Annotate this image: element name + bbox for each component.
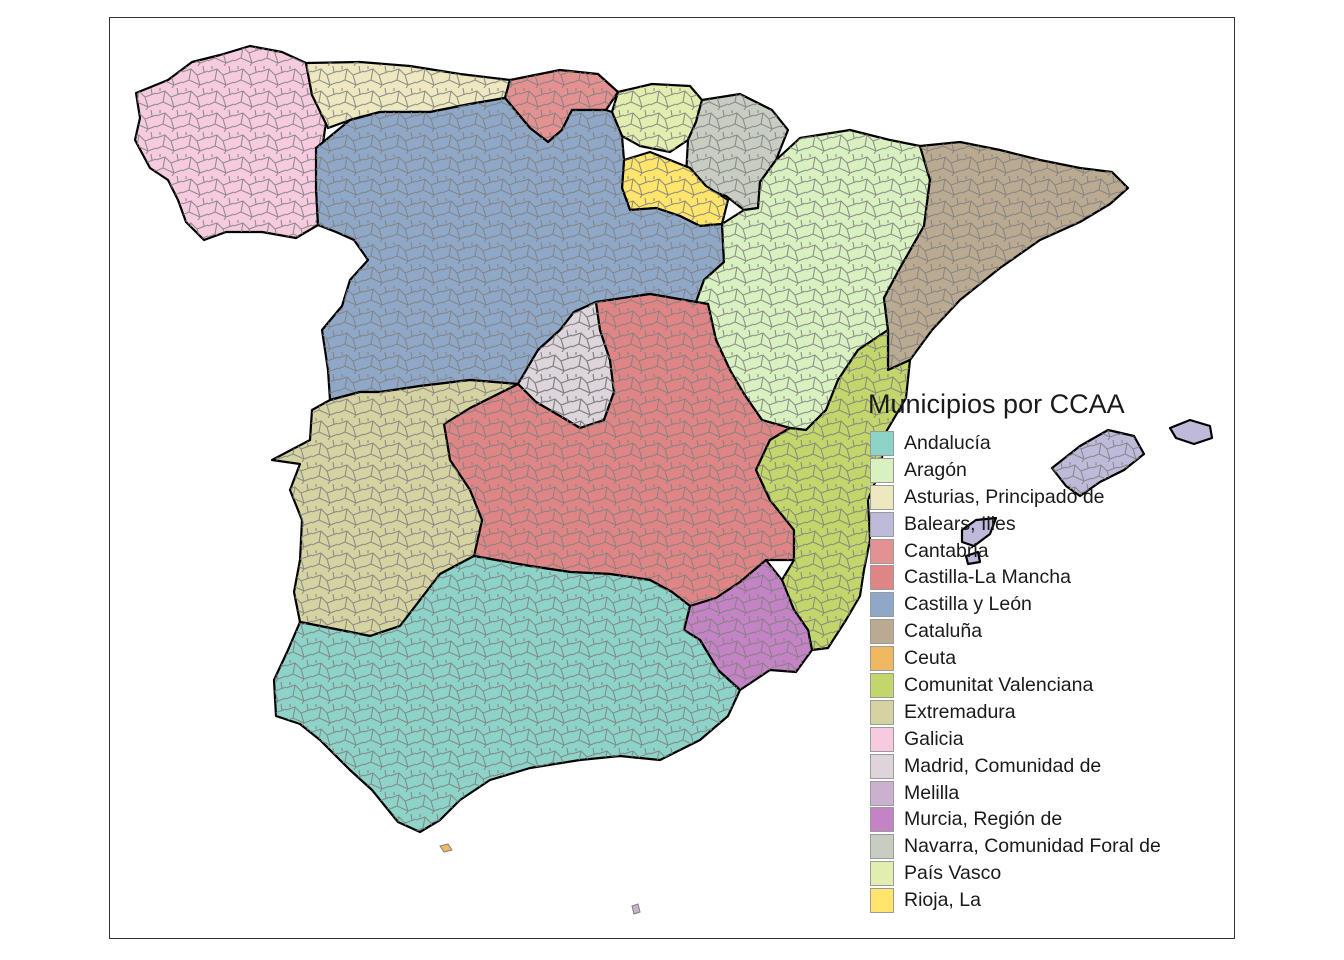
legend-swatch	[870, 538, 894, 564]
legend-swatch	[870, 619, 894, 645]
legend-label: Cataluña	[904, 620, 983, 643]
legend-label: Aragón	[904, 458, 967, 481]
legend-swatch	[870, 592, 894, 618]
legend-label: Castilla-La Mancha	[904, 566, 1071, 589]
legend-swatch	[870, 807, 894, 833]
legend-swatch	[870, 780, 894, 806]
ceuta-region	[439, 843, 453, 853]
legend-item: Navarra, Comunidad Foral de	[866, 833, 1226, 860]
legend-item: Ceuta	[866, 645, 1226, 672]
map-panel-frame	[109, 17, 1235, 939]
legend-item: Rioja, La	[866, 887, 1226, 914]
legend-item: Andalucía	[866, 430, 1226, 457]
castilla-la-mancha-region	[442, 292, 796, 608]
legend-label: Asturias, Principado de	[904, 485, 1105, 508]
legend-title: Municipios por CCAA	[868, 389, 1125, 419]
legend-swatch	[870, 511, 894, 537]
melilla-region	[631, 903, 641, 915]
galicia-region	[133, 44, 328, 242]
legend-item: Melilla	[866, 780, 1226, 807]
legend-label: Navarra, Comunidad Foral de	[904, 835, 1161, 858]
legend-item: Cataluña	[866, 618, 1226, 645]
legend-swatch	[870, 834, 894, 860]
balears-region	[960, 418, 1214, 566]
legend-item: Asturias, Principado de	[866, 484, 1226, 511]
legend-swatch	[870, 430, 894, 456]
pais-vasco-region	[610, 82, 704, 154]
legend-swatch	[870, 753, 894, 779]
legend-item: Comunitat Valenciana	[866, 672, 1226, 699]
legend-item: Balears, Illes	[866, 511, 1226, 538]
legend-item: Galicia	[866, 726, 1226, 753]
cataluna-region	[882, 140, 1130, 372]
legend-swatch	[870, 457, 894, 483]
legend-label: Comunitat Valenciana	[904, 673, 1094, 696]
legend-label: Melilla	[904, 781, 960, 804]
legend-label: Cantabria	[904, 539, 989, 562]
legend-label: Ceuta	[904, 647, 957, 670]
castilla-y-leon-region	[314, 96, 726, 402]
legend-item: Extremadura	[866, 699, 1226, 726]
legend-swatch	[870, 726, 894, 752]
legend-swatch	[870, 565, 894, 591]
legend-label: Balears, Illes	[904, 512, 1016, 535]
legend-item: Castilla-La Mancha	[866, 564, 1226, 591]
legend-swatch	[870, 699, 894, 725]
legend-swatch	[870, 672, 894, 698]
legend-label: Castilla y León	[904, 593, 1032, 616]
legend-label: Rioja, La	[904, 889, 981, 912]
legend-item: Cantabria	[866, 538, 1226, 565]
asturias-region	[304, 60, 512, 130]
legend-label: Murcia, Región de	[904, 808, 1063, 831]
navarra-region	[684, 92, 790, 212]
legend-item: País Vasco	[866, 860, 1226, 887]
legend-label: Extremadura	[904, 700, 1016, 723]
legend-label: País Vasco	[904, 862, 1002, 885]
legend-swatch	[870, 861, 894, 887]
andalucia-region	[272, 554, 742, 834]
legend-item: Aragón	[866, 457, 1226, 484]
legend-items: Andalucía Aragón Asturias, Principado de Ba…	[866, 430, 1226, 914]
legend-swatch	[870, 888, 894, 914]
legend-label: Madrid, Comunidad de	[904, 754, 1102, 777]
legend-swatch	[870, 646, 894, 672]
legend-item: Murcia, Región de	[866, 806, 1226, 833]
legend: Municipios por CCAA Andalucía Aragón Astur…	[866, 388, 1226, 914]
legend-swatch	[870, 484, 894, 510]
legend-label: Galicia	[904, 727, 964, 750]
legend-label: Andalucía	[904, 431, 991, 454]
legend-item: Madrid, Comunidad de	[866, 753, 1226, 780]
legend-item: Castilla y León	[866, 591, 1226, 618]
